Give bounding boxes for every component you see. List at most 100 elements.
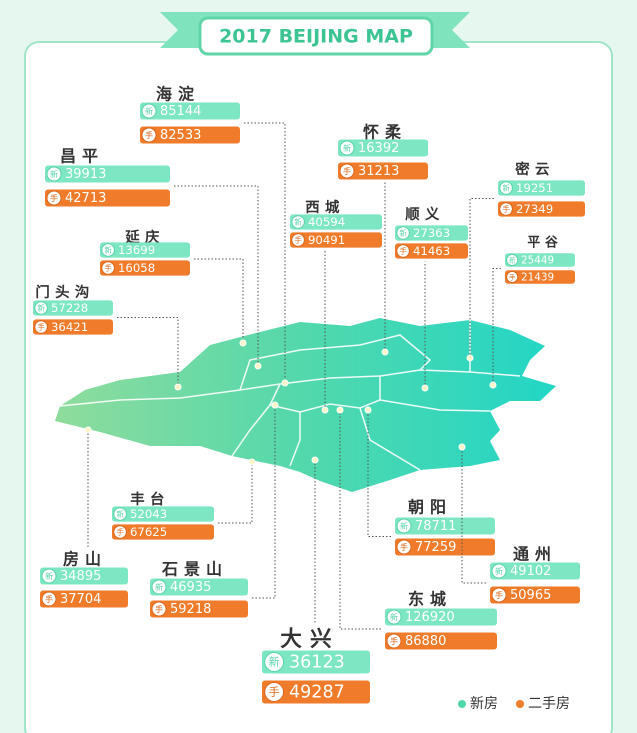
price-used: 37704	[60, 592, 101, 607]
badge-icon-new	[396, 226, 410, 240]
map-point	[271, 401, 279, 409]
badge-icon-text-used: 手	[155, 604, 163, 614]
leader-line	[492, 268, 501, 385]
badge-icon-used	[264, 682, 285, 702]
map-point	[381, 348, 389, 356]
map-point	[458, 443, 466, 451]
badge-icon-text-new: 新	[343, 143, 351, 153]
leader-line	[117, 317, 179, 387]
badge-new	[112, 506, 214, 522]
badge-new	[290, 214, 382, 230]
badge-icon-text-used: 手	[343, 166, 351, 176]
badge-icon-new	[499, 181, 513, 195]
badge-icon-new	[396, 518, 412, 534]
price-used: 86880	[405, 634, 446, 649]
price-new: 36123	[289, 653, 345, 673]
price-used: 21439	[521, 272, 554, 284]
badge-icon-used	[491, 587, 507, 603]
badge-new	[385, 608, 497, 626]
badge-icon-text-used: 手	[509, 273, 516, 282]
leader-line	[194, 258, 244, 343]
badge-icon-new	[34, 301, 48, 315]
beijing-map	[55, 318, 556, 492]
badge-used	[338, 162, 428, 180]
badge-new	[395, 225, 468, 241]
price-new: 49102	[510, 564, 551, 579]
badge-icon-text-used: 手	[294, 236, 301, 245]
price-new: 85144	[160, 104, 201, 119]
price-used: 77259	[415, 540, 456, 555]
badge-new	[45, 165, 170, 183]
badge-icon-text-new: 新	[390, 612, 398, 622]
badge-icon-used	[41, 591, 57, 607]
district-name: 朝阳	[408, 498, 452, 517]
district-name: 西城	[305, 198, 345, 216]
badge-icon-text-used: 手	[495, 590, 503, 600]
badge-icon-used	[506, 270, 519, 284]
price-used: 82533	[160, 128, 201, 143]
badge-new	[505, 253, 575, 267]
district-name: 东城	[408, 590, 452, 609]
price-new: 27363	[413, 226, 450, 240]
badge-new	[338, 139, 428, 157]
district-name: 大兴	[280, 627, 339, 652]
title-box	[198, 16, 434, 56]
badge-icon-used	[46, 190, 62, 206]
badge-icon-text-new: 新	[104, 246, 111, 255]
district-name: 昌平	[60, 147, 104, 166]
map-point	[364, 406, 372, 414]
badge-icon-new	[41, 568, 57, 584]
badge-icon-text-new: 新	[502, 184, 509, 193]
price-used: 59218	[170, 602, 211, 617]
badge-icon-text-new: 新	[400, 521, 408, 531]
badge-used	[505, 270, 575, 284]
badge-icon-text-used: 手	[390, 636, 398, 646]
badge-icon-new	[291, 215, 305, 229]
map-point	[336, 406, 344, 414]
district-name: 平谷	[527, 235, 562, 251]
badge-icon-new	[113, 507, 127, 521]
badge-icon-text-used: 手	[502, 205, 509, 214]
badge-icon-text-new: 新	[509, 256, 516, 265]
district-name: 密云	[515, 160, 555, 178]
badge-used	[290, 232, 382, 248]
price-used: 49287	[289, 683, 345, 703]
price-used: 50965	[510, 588, 551, 603]
badge-icon-used	[113, 525, 127, 539]
badge-used	[498, 201, 585, 217]
badge-new	[33, 300, 113, 316]
badge-new	[490, 562, 580, 580]
map-point	[421, 384, 429, 392]
badge-used	[262, 680, 370, 704]
badge-used	[385, 632, 497, 650]
map-point	[311, 456, 319, 464]
price-used: 67625	[130, 525, 167, 539]
price-new: 13699	[118, 243, 155, 257]
price-used: 42713	[65, 191, 106, 206]
badge-icon-new	[264, 652, 285, 672]
badge-icon-text-used: 手	[50, 193, 58, 203]
map-point	[174, 383, 182, 391]
badge-icon-text-new: 新	[294, 218, 301, 227]
badge-icon-text-new: 新	[50, 169, 58, 179]
map-point	[489, 381, 497, 389]
price-new: 46935	[170, 580, 211, 595]
price-new: 16392	[358, 141, 399, 156]
legend-used: 二手房	[528, 696, 570, 712]
map-point	[321, 406, 329, 414]
badge-icon-new	[101, 243, 115, 257]
badge-icon-text-new: 新	[45, 571, 53, 581]
district-name: 通州	[513, 545, 557, 564]
district-name: 石景山	[161, 560, 228, 579]
badge-new	[498, 180, 585, 196]
badge-icon-new	[151, 579, 167, 595]
map-point	[254, 362, 262, 370]
district-name: 顺义	[405, 206, 445, 223]
leader-line	[218, 462, 253, 524]
badge-icon-text-used: 手	[145, 130, 153, 140]
price-used: 27349	[516, 202, 553, 216]
price-used: 31213	[358, 164, 399, 179]
badge-icon-text-used: 手	[269, 685, 280, 699]
